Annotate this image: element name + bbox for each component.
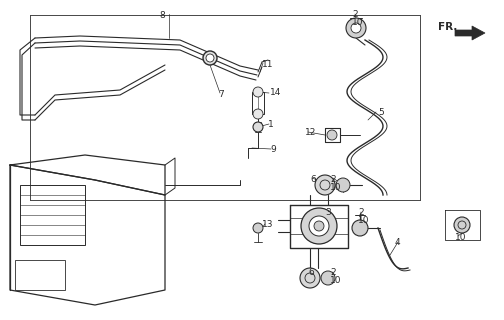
Text: 10: 10 xyxy=(352,18,363,27)
Circle shape xyxy=(352,220,368,236)
Circle shape xyxy=(351,23,361,33)
Text: 13: 13 xyxy=(262,220,274,229)
Circle shape xyxy=(253,122,263,132)
Text: 2: 2 xyxy=(330,268,336,277)
Text: 1: 1 xyxy=(268,120,274,129)
Circle shape xyxy=(253,109,263,119)
Text: 10: 10 xyxy=(330,183,342,192)
Circle shape xyxy=(301,208,337,244)
Text: 6: 6 xyxy=(310,175,316,184)
Text: 4: 4 xyxy=(395,238,401,247)
Text: 10: 10 xyxy=(455,233,467,242)
Text: 8: 8 xyxy=(159,11,165,20)
Text: 9: 9 xyxy=(270,145,276,154)
Bar xyxy=(15,260,65,290)
Polygon shape xyxy=(455,26,485,40)
Text: 11: 11 xyxy=(262,60,274,69)
Text: 14: 14 xyxy=(270,88,281,97)
Circle shape xyxy=(315,175,335,195)
Circle shape xyxy=(314,221,324,231)
Circle shape xyxy=(253,223,263,233)
Circle shape xyxy=(253,87,263,97)
Text: 10: 10 xyxy=(358,216,369,225)
Text: 3: 3 xyxy=(325,208,331,217)
Circle shape xyxy=(300,268,320,288)
Text: 5: 5 xyxy=(378,108,384,117)
Text: 2: 2 xyxy=(352,10,358,19)
Text: 2: 2 xyxy=(330,175,336,184)
Circle shape xyxy=(336,178,350,192)
Text: 10: 10 xyxy=(330,276,342,285)
Circle shape xyxy=(203,51,217,65)
Circle shape xyxy=(346,18,366,38)
Circle shape xyxy=(206,54,214,62)
Bar xyxy=(20,185,85,245)
Text: 12: 12 xyxy=(305,128,317,137)
Text: 2: 2 xyxy=(358,208,363,217)
Circle shape xyxy=(454,217,470,233)
Bar xyxy=(252,92,264,114)
Circle shape xyxy=(327,130,337,140)
Circle shape xyxy=(309,216,329,236)
Text: 6: 6 xyxy=(308,268,314,277)
Text: 7: 7 xyxy=(218,90,224,99)
Circle shape xyxy=(321,271,335,285)
Text: FR.: FR. xyxy=(438,22,457,32)
